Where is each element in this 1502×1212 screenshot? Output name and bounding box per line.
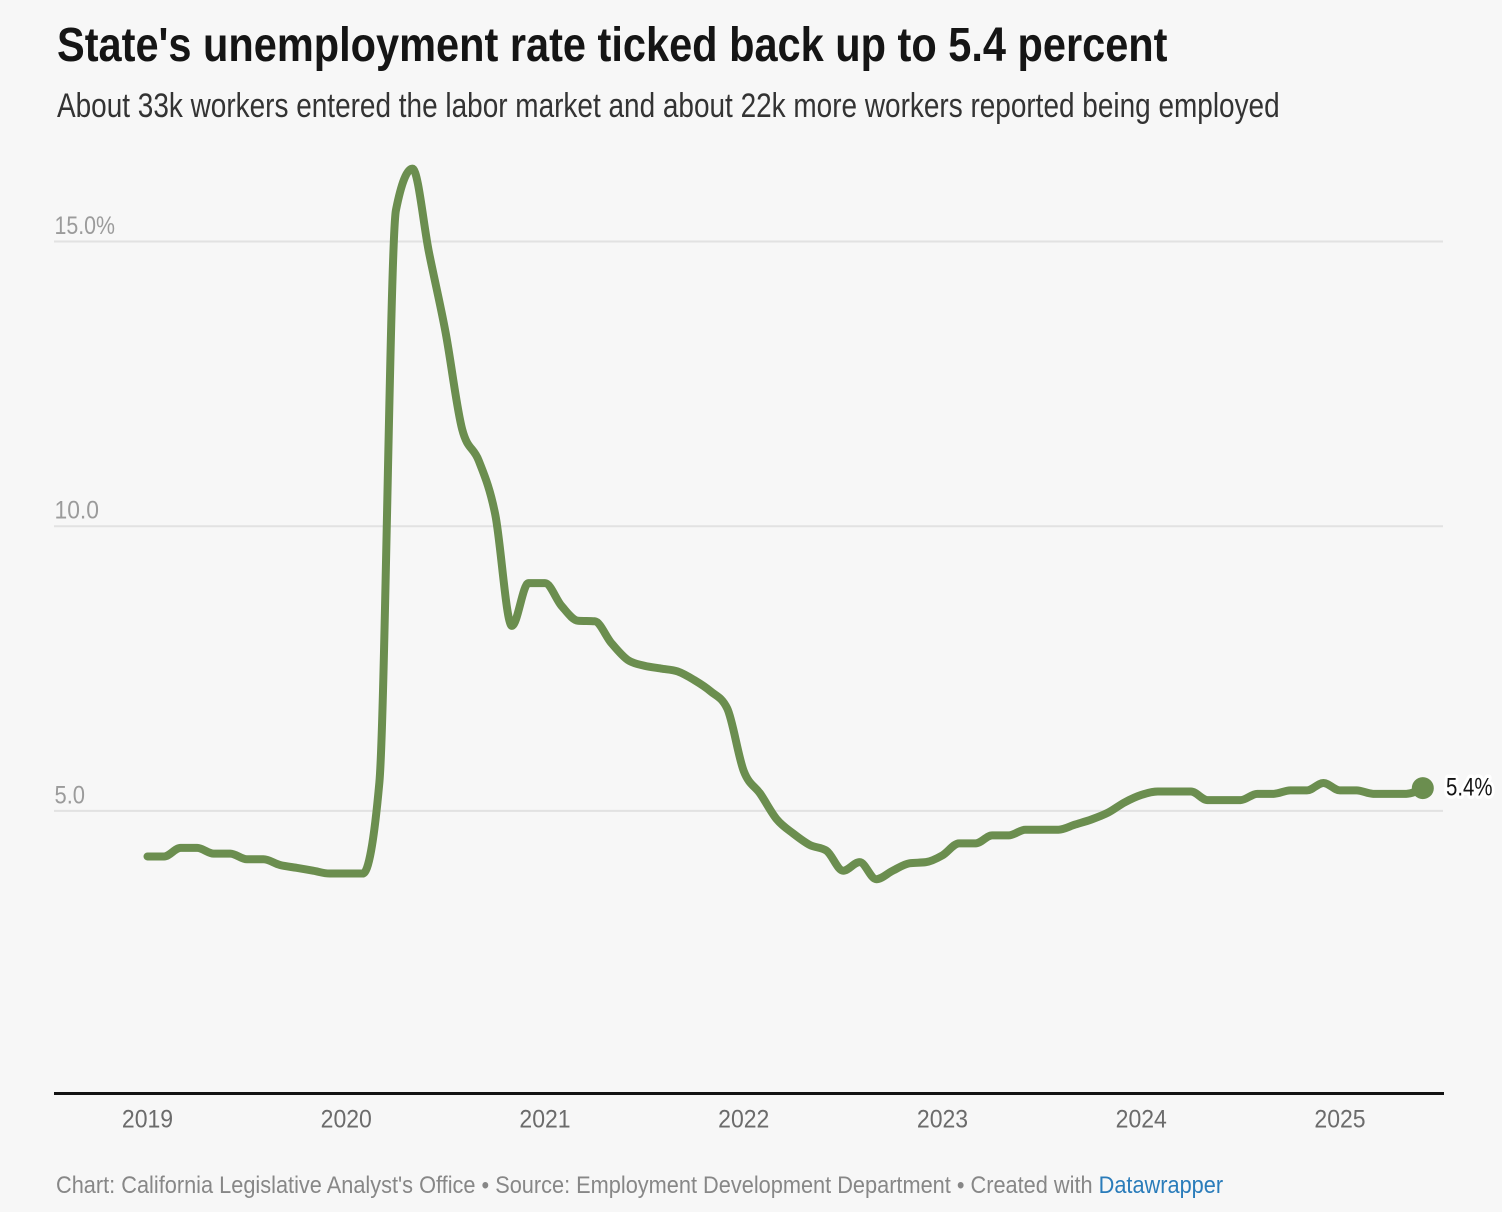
svg-text:2021: 2021 [519,1106,570,1134]
svg-text:5.0: 5.0 [55,781,86,809]
svg-text:2025: 2025 [1314,1106,1365,1134]
svg-text:5.4%: 5.4% [1446,774,1493,802]
svg-text:2022: 2022 [718,1106,769,1134]
svg-text:2019: 2019 [122,1106,173,1134]
svg-text:15.0%: 15.0% [55,212,116,240]
svg-text:2020: 2020 [321,1106,372,1134]
svg-text:2024: 2024 [1116,1106,1167,1134]
svg-text:10.0: 10.0 [55,497,100,525]
svg-text:2023: 2023 [917,1106,968,1134]
